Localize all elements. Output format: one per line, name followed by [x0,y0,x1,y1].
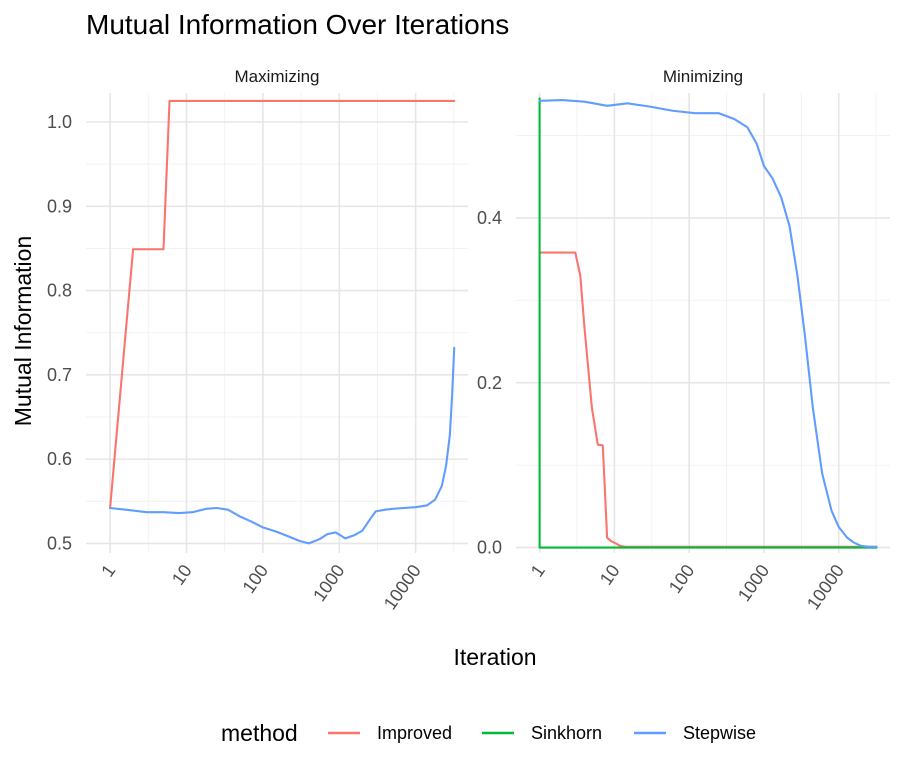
y-axis-title: Mutual Information [10,236,36,426]
chart-title: Mutual Information Over Iterations [86,9,509,40]
x-tick-label: 100 [239,561,273,597]
x-tick-label: 10 [168,561,196,589]
x-tick-label: 10000 [380,561,425,613]
series-line-sinkhorn [538,97,878,549]
y-tick-label: 0.2 [477,373,502,393]
x-tick-label: 10000 [803,561,848,613]
y-tick-label: 1.0 [47,112,72,132]
panel-minimizing: Minimizing 0.0 0.2 0.4 1 10 100 1000 10000 [477,67,890,613]
y-tick-label: 0.9 [47,196,72,216]
series-line-stepwise [109,346,456,545]
x-tick-label: 1 [527,561,549,581]
legend-item-sinkhorn: Sinkhorn [482,723,602,743]
x-tick-label: 100 [665,561,699,597]
series-line-improved [538,251,878,548]
legend-label: Sinkhorn [531,723,602,743]
x-tick-label: 1 [97,561,119,581]
series-line-improved [109,99,456,510]
y-tick-label: 0.7 [47,365,72,385]
y-tick-label: 0.0 [477,538,502,558]
y-tick-label: 0.4 [477,208,502,228]
x-tick-label: 1000 [734,561,773,605]
legend-item-stepwise: Stepwise [634,723,756,743]
legend-title: method [221,720,298,746]
legend: method Improved Sinkhorn Stepwise [221,720,756,746]
series-line-stepwise [538,98,878,548]
y-tick-label: 0.8 [47,281,72,301]
legend-label: Stepwise [683,723,756,743]
legend-label: Improved [377,723,452,743]
panel-maximizing: Maximizing 0.5 0.6 0.7 0.8 0.9 1.0 1 10 100 1000 10… [47,67,468,613]
x-tick-label: 10 [596,561,624,589]
x-axis-title: Iteration [453,644,536,670]
facet-strip-label: Maximizing [234,67,319,86]
x-tick-label: 1000 [309,561,348,605]
facet-strip-label: Minimizing [663,67,743,86]
y-tick-label: 0.5 [47,533,72,553]
legend-item-improved: Improved [328,723,452,743]
y-tick-label: 0.6 [47,449,72,469]
